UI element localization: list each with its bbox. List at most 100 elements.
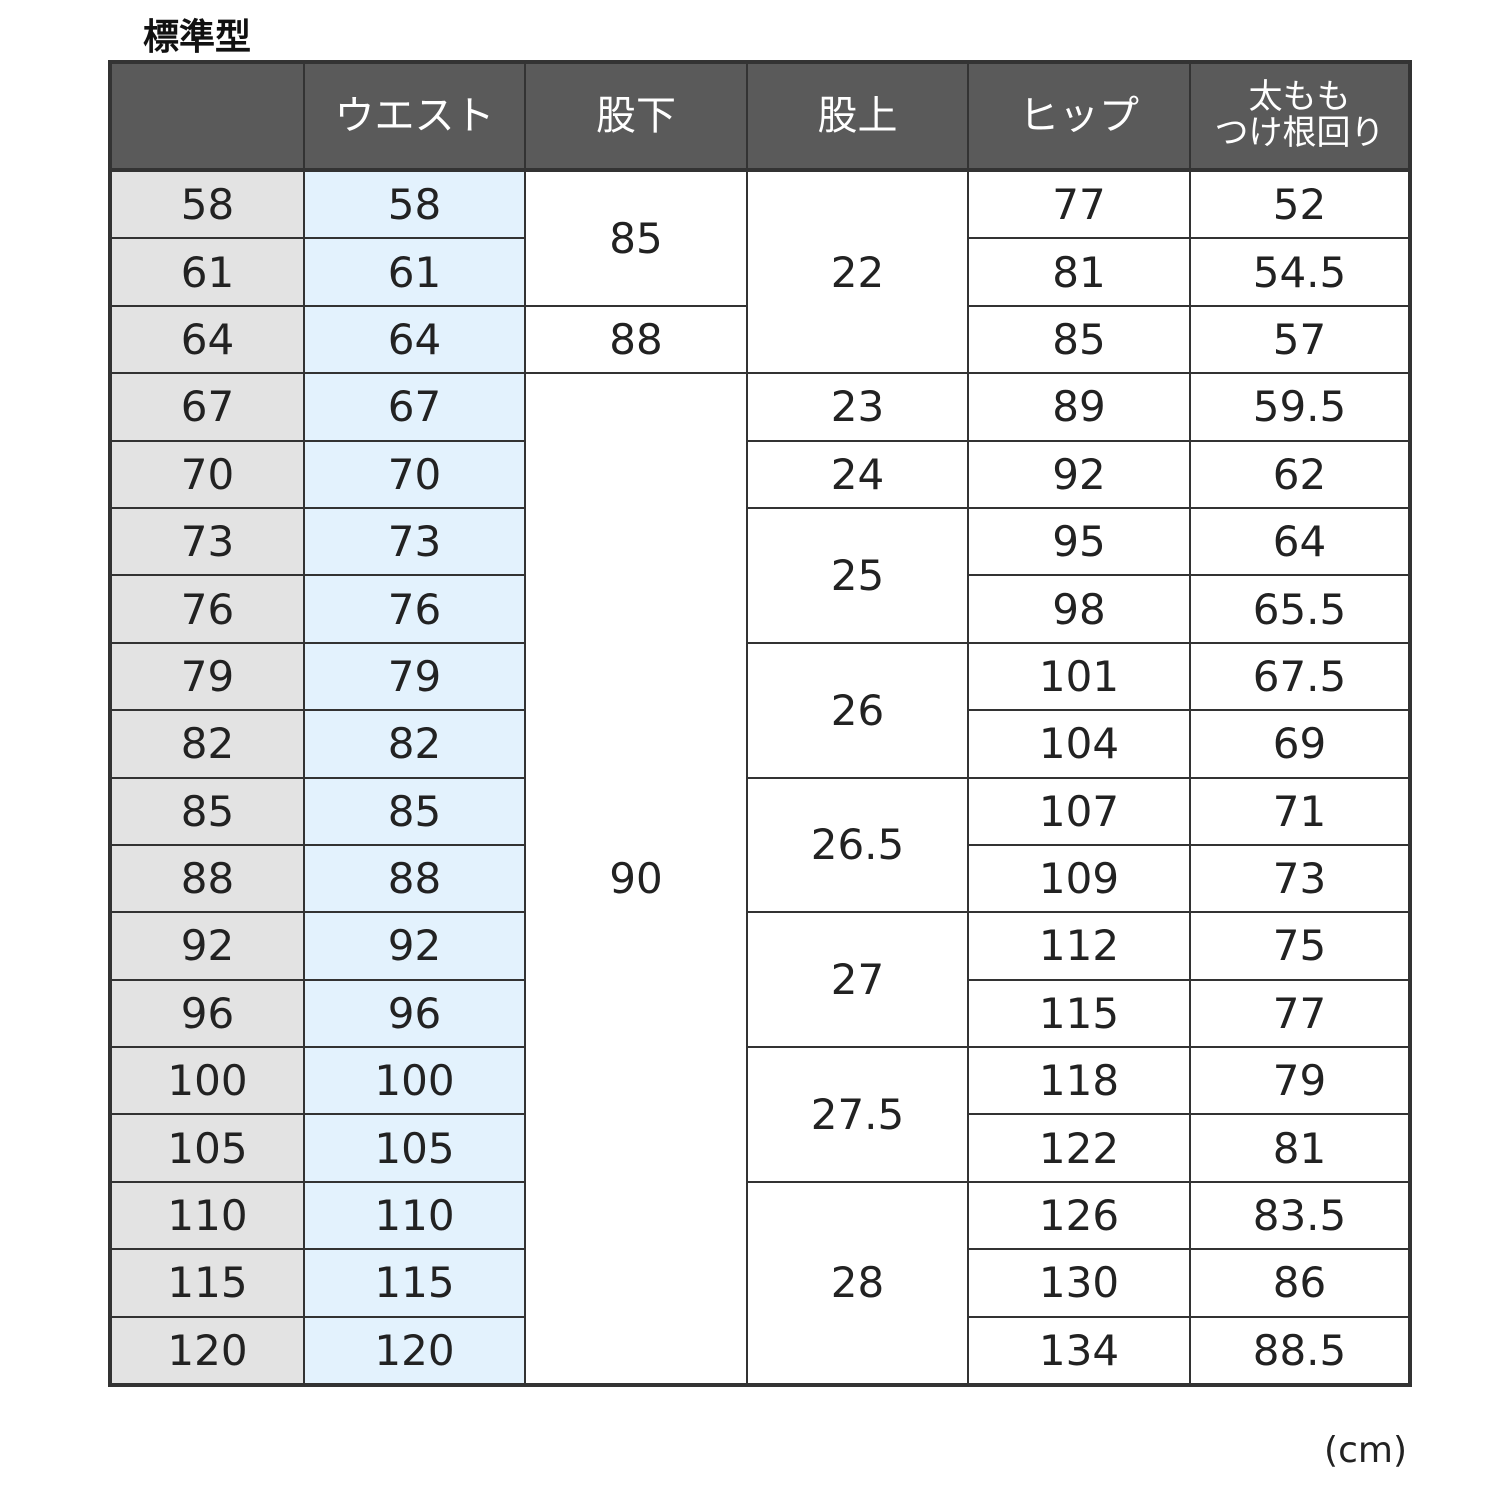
thigh-cell: 86 <box>1189 1248 1411 1318</box>
thigh-cell: 71 <box>1189 776 1411 846</box>
table-row: 82 82 104 69 <box>109 709 1411 779</box>
hip-cell: 115 <box>967 978 1191 1049</box>
rise-cell: 27.5 <box>746 1046 969 1183</box>
size-cell: 88 <box>109 843 305 914</box>
hip-cell: 112 <box>967 911 1191 981</box>
rise-cell: 22 <box>746 168 969 375</box>
thigh-cell: 73 <box>1189 843 1411 914</box>
size-cell: 115 <box>109 1248 305 1318</box>
waist-cell: 64 <box>303 304 526 375</box>
hip-cell: 118 <box>967 1046 1191 1116</box>
thigh-cell: 67.5 <box>1189 641 1411 712</box>
waist-cell: 85 <box>303 776 526 846</box>
size-cell: 79 <box>109 641 305 712</box>
waist-cell: 120 <box>303 1315 526 1387</box>
table-row: 79 79 26 101 67.5 <box>109 641 1411 779</box>
waist-cell: 96 <box>303 978 526 1049</box>
thigh-cell: 54.5 <box>1189 237 1411 307</box>
waist-cell: 110 <box>303 1180 526 1251</box>
size-cell: 64 <box>109 304 305 375</box>
thigh-cell: 81 <box>1189 1113 1411 1183</box>
waist-cell: 67 <box>303 372 526 442</box>
thigh-cell: 62 <box>1189 439 1411 509</box>
thigh-cell: 75 <box>1189 911 1411 981</box>
inseam-cell: 85 <box>524 169 748 307</box>
inseam-cell: 90 <box>524 372 748 1387</box>
waist-cell: 82 <box>303 709 526 779</box>
size-cell: 61 <box>109 237 305 307</box>
thigh-cell: 59.5 <box>1189 372 1411 442</box>
size-cell: 100 <box>109 1046 305 1116</box>
table-row: 88 88 109 73 <box>109 843 1411 914</box>
table-row: 96 96 115 77 <box>109 978 1411 1049</box>
waist-cell: 76 <box>303 574 526 644</box>
hip-cell: 101 <box>967 641 1191 712</box>
table-row: 67 67 90 23 89 59.5 <box>109 372 1411 1387</box>
waist-cell: 115 <box>303 1248 526 1318</box>
waist-cell: 88 <box>303 843 526 914</box>
size-cell: 96 <box>109 978 305 1049</box>
unit-label: (cm) <box>1324 1430 1407 1471</box>
rise-cell: 26 <box>746 641 969 779</box>
size-cell: 76 <box>109 574 305 644</box>
table-title: 標準型 <box>143 17 252 58</box>
table-row: 73 73 25 95 64 <box>109 506 1411 644</box>
hip-cell: 85 <box>967 304 1191 375</box>
hip-cell: 126 <box>967 1180 1191 1251</box>
thigh-cell: 77 <box>1189 978 1411 1049</box>
thigh-cell: 52 <box>1189 168 1411 240</box>
header-thigh: 太もも つけ根回り <box>1189 61 1411 172</box>
rise-cell: 26.5 <box>746 776 969 914</box>
hip-cell: 77 <box>967 168 1191 240</box>
hip-cell: 109 <box>967 843 1191 914</box>
header-size <box>109 61 305 172</box>
header-hip: ヒップ <box>967 61 1191 172</box>
inseam-cell: 88 <box>524 304 748 375</box>
waist-cell: 58 <box>303 168 526 240</box>
size-cell: 73 <box>109 506 305 577</box>
thigh-cell: 69 <box>1189 709 1411 779</box>
hip-cell: 130 <box>967 1248 1191 1318</box>
hip-cell: 122 <box>967 1113 1191 1183</box>
size-cell: 58 <box>109 168 305 240</box>
table-row: 58 58 85 22 77 52 <box>109 168 1411 375</box>
hip-cell: 104 <box>967 709 1191 779</box>
size-cell: 70 <box>109 439 305 509</box>
header-waist: ウエスト <box>303 61 526 172</box>
hip-cell: 98 <box>967 574 1191 644</box>
thigh-cell: 57 <box>1189 304 1411 375</box>
waist-cell: 79 <box>303 641 526 712</box>
table-row: 100 100 27.5 118 79 <box>109 1046 1411 1183</box>
size-cell: 67 <box>109 372 305 442</box>
thigh-cell: 88.5 <box>1189 1315 1411 1387</box>
size-table: ウエスト 股下 股上 ヒップ 太もも つけ根回り 58 58 85 22 77 52 61 6… <box>108 60 1412 1388</box>
thigh-cell: 83.5 <box>1189 1180 1411 1251</box>
table-row: 105 105 122 81 <box>109 1113 1411 1183</box>
size-cell: 85 <box>109 776 305 846</box>
table-row: 76 76 98 65.5 <box>109 574 1411 644</box>
table-row: 110 110 28 126 83.5 <box>109 1180 1411 1387</box>
hip-cell: 134 <box>967 1315 1191 1387</box>
waist-cell: 70 <box>303 439 526 509</box>
thigh-cell: 79 <box>1189 1046 1411 1116</box>
waist-cell: 105 <box>303 1113 526 1183</box>
waist-cell: 92 <box>303 911 526 981</box>
table-row: 115 115 130 86 <box>109 1248 1411 1318</box>
table-row: 61 61 81 54.5 <box>109 237 1411 307</box>
waist-cell: 61 <box>303 237 526 307</box>
rise-cell: 25 <box>746 506 969 644</box>
rise-cell: 23 <box>746 372 969 442</box>
size-cell: 82 <box>109 709 305 779</box>
thigh-cell: 64 <box>1189 506 1411 577</box>
table-row: 120 120 134 88.5 <box>109 1315 1411 1387</box>
hip-cell: 107 <box>967 776 1191 846</box>
rise-cell: 28 <box>746 1180 969 1387</box>
table-row: 64 64 88 85 57 <box>109 304 1411 375</box>
table-row: 85 85 26.5 107 71 <box>109 776 1411 914</box>
header-row: ウエスト 股下 股上 ヒップ 太もも つけ根回り <box>109 61 1411 172</box>
table-row: 92 92 27 112 75 <box>109 911 1411 1049</box>
hip-cell: 89 <box>967 372 1191 442</box>
table-row: 70 70 24 92 62 <box>109 439 1411 509</box>
rise-cell: 27 <box>746 911 969 1049</box>
rise-cell: 24 <box>746 439 969 509</box>
